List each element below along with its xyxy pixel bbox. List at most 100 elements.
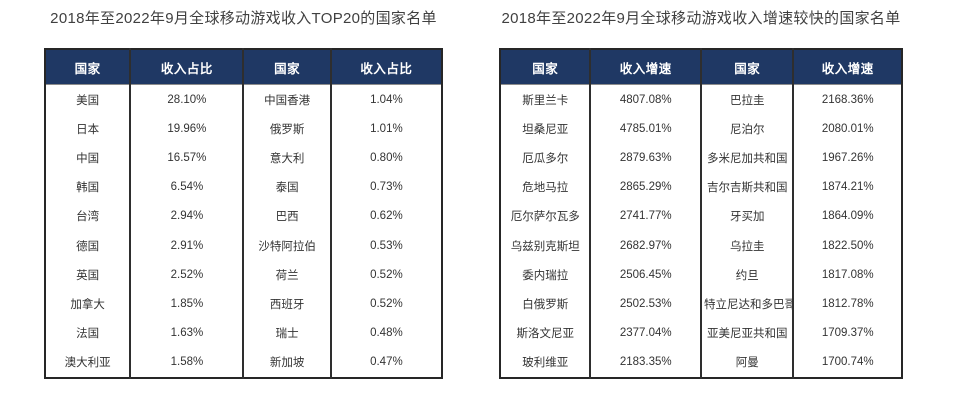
table-row: 斯里兰卡 4807.08% 巴拉圭 2168.36% xyxy=(500,84,902,115)
value-cell: 1709.37% xyxy=(792,318,902,348)
country-cell: 韩国 xyxy=(76,182,100,195)
value-cell: 1817.08% xyxy=(792,260,902,290)
table-body: 美国 28.10% 中国香港 1.04% 日本 19.96% 俄罗斯 1.01% 中国 16.57… xyxy=(45,84,442,378)
table-row: 中国 16.57% 意大利 0.80% xyxy=(45,143,442,173)
revenue-share-table-title: 2018年至2022年9月全球移动游戏收入TOP20的国家名单 xyxy=(50,10,437,27)
table-row: 厄瓜多尔 2879.63% 多米尼加共和国 1967.26% xyxy=(500,143,902,173)
value-cell: 4807.08% xyxy=(589,84,701,115)
country-cell: 乌拉圭 xyxy=(699,230,794,261)
table-body: 斯里兰卡 4807.08% 巴拉圭 2168.36% 坦桑尼亚 4785.01% 尼泊尔 20… xyxy=(500,84,902,378)
table-header: 国家 收入占比 国家 收入占比 xyxy=(45,49,442,85)
column-header: 收入占比 xyxy=(129,49,244,85)
country-cell: 牙买加 xyxy=(699,201,794,231)
value-cell: 2080.01% xyxy=(792,114,902,144)
column-header: 收入增速 xyxy=(589,49,701,85)
value-cell: 1967.26% xyxy=(792,143,902,173)
country-cell: 尼泊尔 xyxy=(699,114,794,144)
table-row: 美国 28.10% 中国香港 1.04% xyxy=(45,84,442,115)
column-header: 收入占比 xyxy=(329,49,442,85)
value-cell: 0.62% xyxy=(329,201,442,231)
table-row: 加拿大 1.85% 西班牙 0.52% xyxy=(45,289,442,319)
value-cell: 2.94% xyxy=(129,201,244,231)
country-cell: 厄尔萨尔瓦多 xyxy=(510,211,580,224)
column-header: 国家 xyxy=(242,49,331,85)
country-cell: 中国 xyxy=(76,152,100,165)
country-cell: 泰国 xyxy=(242,172,331,202)
value-cell: 4785.01% xyxy=(589,114,701,144)
value-cell: 2168.36% xyxy=(792,84,902,115)
value-cell: 1700.74% xyxy=(792,347,902,378)
value-cell: 28.10% xyxy=(129,84,244,115)
table-row: 玻利维亚 2183.35% 阿曼 1700.74% xyxy=(500,347,902,378)
value-cell: 2682.97% xyxy=(589,230,701,261)
value-cell: 2879.63% xyxy=(589,143,701,173)
country-cell: 英国 xyxy=(76,269,100,282)
country-cell: 美国 xyxy=(76,94,100,107)
value-cell: 1864.09% xyxy=(792,201,902,231)
column-header: 国家 xyxy=(500,49,591,85)
value-cell: 0.52% xyxy=(329,289,442,319)
value-cell: 1812.78% xyxy=(792,289,902,319)
country-cell: 荷兰 xyxy=(242,260,331,290)
country-cell: 特立尼达和多巴哥 xyxy=(699,289,794,319)
country-cell: 日本 xyxy=(76,123,100,136)
country-cell: 德国 xyxy=(76,240,100,253)
country-cell: 玻利维亚 xyxy=(522,357,569,370)
country-cell: 亚美尼亚共和国 xyxy=(699,318,794,348)
country-cell: 斯里兰卡 xyxy=(522,94,569,107)
column-header: 国家 xyxy=(699,49,794,85)
table-row: 日本 19.96% 俄罗斯 1.01% xyxy=(45,114,442,144)
value-cell: 2506.45% xyxy=(589,260,701,290)
revenue-growth-table-title: 2018年至2022年9月全球移动游戏收入增速较快的国家名单 xyxy=(501,10,901,27)
value-cell: 1.58% xyxy=(129,347,244,378)
table-row: 韩国 6.54% 泰国 0.73% xyxy=(45,172,442,202)
table-row: 法国 1.63% 瑞士 0.48% xyxy=(45,318,442,348)
country-cell: 坦桑尼亚 xyxy=(522,123,569,136)
country-cell: 澳大利亚 xyxy=(64,357,111,370)
table-row: 坦桑尼亚 4785.01% 尼泊尔 2080.01% xyxy=(500,114,902,144)
table-row: 乌兹别克斯坦 2682.97% 乌拉圭 1822.50% xyxy=(500,230,902,261)
table-header: 国家 收入增速 国家 收入增速 xyxy=(500,49,902,85)
table-row: 德国 2.91% 沙特阿拉伯 0.53% xyxy=(45,230,442,261)
country-cell: 西班牙 xyxy=(242,289,331,319)
table-row: 厄尔萨尔瓦多 2741.77% 牙买加 1864.09% xyxy=(500,201,902,231)
value-cell: 0.53% xyxy=(329,230,442,261)
revenue-share-table: 国家 收入占比 国家 收入占比 美国 28.10% 中国香港 1.04% 日本 19.96% 俄罗… xyxy=(44,48,443,379)
value-cell: 0.73% xyxy=(329,172,442,202)
value-cell: 6.54% xyxy=(129,172,244,202)
country-cell: 危地马拉 xyxy=(522,182,569,195)
country-cell: 新加坡 xyxy=(242,347,331,378)
header-row: 国家 收入占比 国家 收入占比 xyxy=(45,49,442,85)
table-row: 斯洛文尼亚 2377.04% 亚美尼亚共和国 1709.37% xyxy=(500,318,902,348)
value-cell: 2183.35% xyxy=(589,347,701,378)
country-cell: 巴西 xyxy=(242,201,331,231)
column-header: 收入增速 xyxy=(792,49,902,85)
revenue-growth-table-section: 2018年至2022年9月全球移动游戏收入增速较快的国家名单 国家 收入增速 国家收… xyxy=(499,9,903,379)
country-cell: 多米尼加共和国 xyxy=(699,143,794,173)
value-cell: 16.57% xyxy=(129,143,244,173)
country-cell: 白俄罗斯 xyxy=(522,298,569,311)
country-cell: 意大利 xyxy=(242,143,331,173)
table-row: 英国 2.52% 荷兰 0.52% xyxy=(45,260,442,290)
value-cell: 2.52% xyxy=(129,260,244,290)
country-cell: 俄罗斯 xyxy=(242,114,331,144)
value-cell: 1874.21% xyxy=(792,172,902,202)
country-cell: 巴拉圭 xyxy=(699,84,794,115)
country-cell: 厄瓜多尔 xyxy=(522,152,569,165)
revenue-share-table-section: 2018年至2022年9月全球移动游戏收入TOP20的国家名单 国家 收入占比 国家… xyxy=(44,9,443,379)
value-cell: 2741.77% xyxy=(589,201,701,231)
value-cell: 1822.50% xyxy=(792,230,902,261)
column-header: 国家 xyxy=(45,49,131,85)
country-cell: 沙特阿拉伯 xyxy=(242,230,331,261)
value-cell: 1.01% xyxy=(329,114,442,144)
value-cell: 1.63% xyxy=(129,318,244,348)
value-cell: 0.47% xyxy=(329,347,442,378)
value-cell: 2377.04% xyxy=(589,318,701,348)
value-cell: 0.80% xyxy=(329,143,442,173)
value-cell: 2865.29% xyxy=(589,172,701,202)
country-cell: 乌兹别克斯坦 xyxy=(510,240,580,253)
value-cell: 1.85% xyxy=(129,289,244,319)
country-cell: 阿曼 xyxy=(699,347,794,378)
country-cell: 法国 xyxy=(76,328,100,341)
header-row: 国家 收入增速 国家 收入增速 xyxy=(500,49,902,85)
